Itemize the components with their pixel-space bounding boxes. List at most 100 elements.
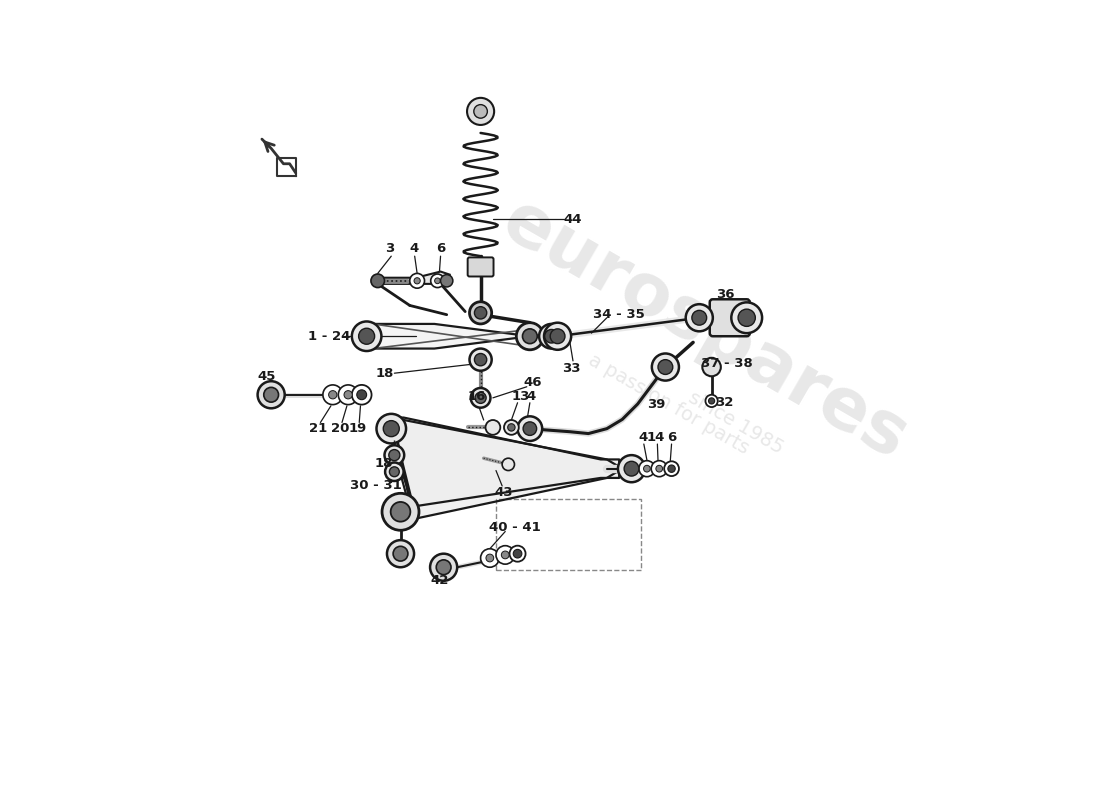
Text: 44: 44: [563, 213, 582, 226]
Circle shape: [509, 546, 526, 562]
Text: 20: 20: [331, 422, 350, 435]
Text: 40 - 41: 40 - 41: [488, 521, 540, 534]
Text: 43: 43: [494, 486, 513, 498]
Circle shape: [474, 354, 486, 366]
Circle shape: [639, 461, 654, 477]
Circle shape: [708, 398, 715, 404]
Text: 36: 36: [716, 288, 735, 301]
Circle shape: [382, 494, 419, 530]
Circle shape: [437, 560, 451, 574]
Circle shape: [738, 309, 756, 326]
Text: since 1985: since 1985: [685, 388, 788, 458]
Circle shape: [470, 302, 492, 324]
Text: 14: 14: [647, 431, 666, 444]
Circle shape: [371, 274, 385, 287]
Circle shape: [474, 105, 487, 118]
Text: 45: 45: [257, 370, 276, 382]
Text: 33: 33: [562, 362, 581, 374]
Circle shape: [388, 450, 400, 461]
Circle shape: [504, 420, 519, 434]
Text: 34 - 35: 34 - 35: [593, 308, 645, 321]
Text: 1 - 24: 1 - 24: [308, 330, 351, 342]
Circle shape: [514, 550, 521, 558]
Circle shape: [390, 502, 410, 522]
Circle shape: [539, 324, 563, 349]
Circle shape: [522, 329, 537, 344]
Circle shape: [485, 420, 501, 434]
Text: 37 - 38: 37 - 38: [701, 358, 752, 370]
Circle shape: [434, 278, 440, 284]
Text: 46: 46: [524, 376, 542, 389]
Circle shape: [544, 330, 558, 343]
Text: 30 - 31: 30 - 31: [350, 479, 402, 493]
Circle shape: [385, 462, 404, 481]
Text: 18: 18: [376, 366, 394, 380]
Circle shape: [257, 382, 285, 408]
Text: 21: 21: [309, 422, 328, 435]
Circle shape: [703, 358, 720, 376]
Circle shape: [732, 302, 762, 333]
Circle shape: [652, 354, 679, 381]
Circle shape: [470, 349, 492, 370]
Text: a passion for parts: a passion for parts: [585, 350, 752, 458]
FancyBboxPatch shape: [710, 299, 750, 336]
Circle shape: [705, 394, 717, 407]
Circle shape: [502, 551, 509, 559]
Circle shape: [618, 455, 645, 482]
Circle shape: [658, 360, 673, 374]
Polygon shape: [392, 418, 623, 527]
Circle shape: [520, 422, 532, 434]
Circle shape: [644, 466, 650, 472]
Circle shape: [624, 462, 639, 476]
Polygon shape: [366, 324, 530, 349]
Text: 16: 16: [468, 390, 485, 403]
Circle shape: [668, 465, 675, 472]
Text: 6: 6: [436, 242, 446, 255]
Circle shape: [359, 328, 375, 344]
Text: 4: 4: [527, 390, 536, 403]
Circle shape: [430, 554, 458, 581]
Circle shape: [524, 422, 537, 435]
Polygon shape: [376, 271, 450, 284]
Circle shape: [502, 458, 515, 470]
Circle shape: [414, 278, 420, 284]
Circle shape: [352, 322, 382, 351]
Circle shape: [651, 461, 668, 477]
Circle shape: [376, 414, 406, 443]
Circle shape: [471, 388, 491, 408]
Circle shape: [517, 416, 542, 441]
Text: 6: 6: [667, 431, 676, 444]
Circle shape: [323, 385, 342, 405]
Circle shape: [389, 467, 399, 477]
Circle shape: [393, 546, 408, 561]
Circle shape: [440, 274, 453, 287]
Circle shape: [387, 540, 414, 567]
Text: eurospares: eurospares: [491, 186, 921, 474]
Circle shape: [344, 390, 352, 399]
Circle shape: [656, 466, 662, 472]
Circle shape: [550, 329, 565, 344]
Circle shape: [329, 390, 337, 399]
Text: 19: 19: [349, 422, 367, 435]
Circle shape: [264, 387, 278, 402]
Circle shape: [475, 392, 486, 403]
Circle shape: [486, 554, 494, 562]
Circle shape: [508, 424, 515, 431]
Text: 4: 4: [638, 431, 647, 444]
Circle shape: [409, 274, 425, 288]
Text: 18: 18: [375, 457, 393, 470]
Circle shape: [468, 98, 494, 125]
Circle shape: [431, 274, 444, 287]
Circle shape: [544, 322, 571, 350]
Circle shape: [664, 462, 679, 476]
Circle shape: [685, 304, 713, 331]
Circle shape: [383, 421, 399, 437]
Text: 13: 13: [512, 390, 530, 403]
Text: 39: 39: [647, 398, 666, 410]
Circle shape: [356, 390, 366, 400]
Text: 32: 32: [715, 396, 733, 410]
Text: 4: 4: [409, 242, 419, 255]
Circle shape: [496, 546, 515, 564]
Circle shape: [516, 322, 543, 350]
Text: 3: 3: [385, 242, 395, 255]
